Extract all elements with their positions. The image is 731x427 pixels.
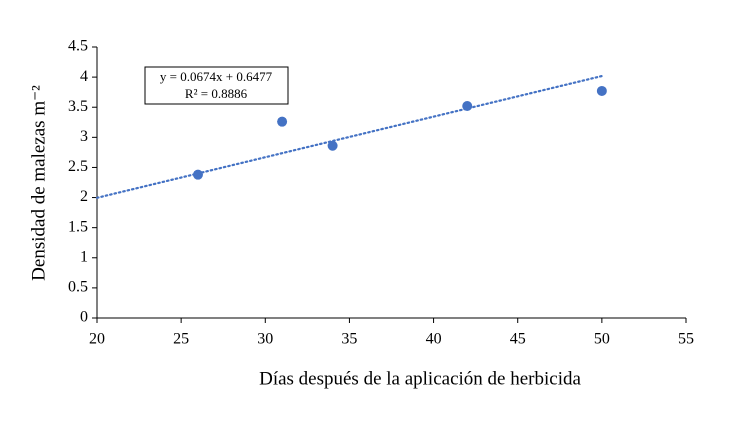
point	[327, 140, 338, 151]
y-tick-label: 3.5	[68, 98, 88, 115]
y-tick-label: 2	[80, 188, 88, 205]
x-axis-label: Días después de la aplicación de herbici…	[259, 368, 581, 389]
trendline	[95, 74, 603, 199]
y-tick-label: 1.5	[68, 218, 88, 235]
r-squared: R² = 0.8886	[185, 86, 248, 101]
x-tick-label: 35	[341, 331, 357, 348]
y-tick-label: 4.5	[68, 38, 88, 55]
point	[192, 169, 203, 180]
y-tick-label: 4	[80, 68, 88, 85]
y-tick-label: 0.5	[68, 279, 88, 296]
y-axis-label: Densidad de malezas m⁻²	[28, 85, 49, 281]
equation: y = 0.0674x + 0.6477	[160, 69, 273, 84]
x-tick-label: 50	[594, 331, 610, 348]
y-tick-label: 3	[80, 128, 88, 145]
annotation-box	[144, 66, 289, 105]
point	[277, 116, 288, 127]
x-tick-label: 55	[678, 331, 694, 348]
x-tick-label: 30	[257, 331, 273, 348]
x-tick-label: 40	[426, 331, 442, 348]
y-tick-label: 1	[80, 248, 88, 265]
y-tick-label: 2.5	[68, 158, 88, 175]
x-tick-label: 20	[89, 331, 105, 348]
y-tick-label: 0	[80, 309, 88, 326]
x-tick-label: 25	[173, 331, 189, 348]
point	[462, 101, 473, 112]
point	[596, 85, 607, 96]
x-tick-label: 45	[510, 331, 526, 348]
